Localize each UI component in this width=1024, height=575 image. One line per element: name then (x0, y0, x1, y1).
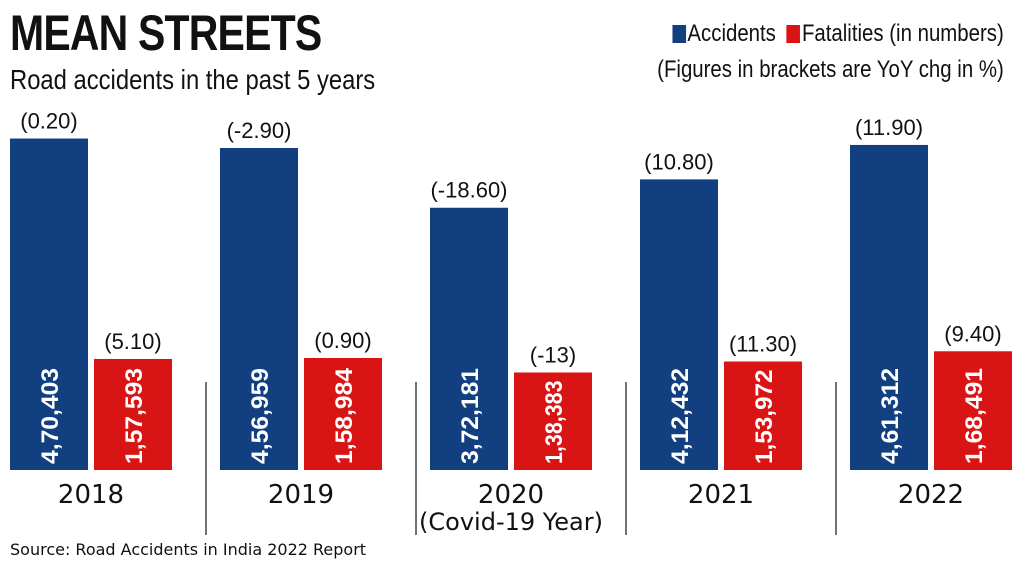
yoy-label-fatalities-2019: (0.90) (314, 328, 371, 353)
yoy-label-fatalities-2018: (5.10) (104, 329, 161, 354)
value-label-accidents-2018: 4,70,403 (37, 368, 64, 464)
x-tick-label-2018: 2018 (58, 480, 124, 510)
yoy-label-accidents-2018: (0.20) (20, 109, 77, 134)
bar-fatalities-2020 (514, 372, 592, 470)
bar-accidents-2018 (10, 138, 88, 470)
yoy-label-fatalities-2020: (-13) (530, 342, 576, 367)
value-label-accidents-2022: 4,61,312 (877, 368, 904, 464)
value-label-fatalities-2022: 1,68,491 (961, 368, 988, 464)
bar-fatalities-2021 (724, 361, 802, 470)
bar-accidents-2020 (430, 207, 508, 470)
value-label-fatalities-2019: 1,58,984 (331, 367, 358, 464)
legend-swatch-accidents (672, 25, 686, 43)
bar-accidents-2021 (640, 179, 718, 471)
value-label-fatalities-2021: 1,53,972 (751, 370, 778, 464)
bar-fatalities-2022 (934, 351, 1012, 470)
chart-subtitle: Road accidents in the past 5 years (10, 64, 376, 95)
legend-fatalities: Fatalities (in numbers) (802, 20, 1004, 47)
yoy-label-fatalities-2022: (9.40) (944, 321, 1001, 346)
source-note: Source: Road Accidents in India 2022 Rep… (10, 540, 367, 559)
bar-fatalities-2019 (304, 357, 382, 470)
yoy-label-accidents-2022: (11.90) (855, 115, 923, 140)
value-label-accidents-2020: 3,72,181 (457, 368, 484, 464)
x-tick-label-2021: 2021 (688, 480, 754, 510)
value-label-accidents-2021: 4,12,432 (667, 368, 694, 464)
x-tick-label-2020: 2020 (478, 480, 544, 510)
x-tick-note-2020: (Covid-19 Year) (419, 508, 603, 536)
x-tick-label-2019: 2019 (268, 480, 334, 510)
value-label-fatalities-2020: 1,38,383 (541, 380, 568, 464)
value-label-accidents-2019: 4,56,959 (247, 368, 274, 464)
legend-accidents: Accidents (687, 20, 777, 47)
legend-swatch-fatalities (786, 25, 801, 43)
bar-accidents-2019 (220, 148, 298, 471)
x-tick-label-2022: 2022 (898, 480, 964, 510)
chart-title: MEAN STREETS (10, 5, 322, 61)
yoy-label-fatalities-2021: (11.30) (729, 332, 797, 357)
bar-fatalities-2018 (94, 358, 172, 470)
yoy-label-accidents-2019: (-2.90) (227, 118, 292, 143)
legend-note: (Figures in brackets are YoY chg in %) (657, 56, 1004, 83)
yoy-label-accidents-2020: (-18.60) (430, 178, 507, 203)
bar-accidents-2022 (850, 144, 928, 471)
legend: Accidents Fatalities (in numbers) (Figur… (657, 20, 1004, 84)
yoy-label-accidents-2021: (10.80) (644, 149, 714, 174)
value-label-fatalities-2018: 1,57,593 (121, 368, 148, 464)
